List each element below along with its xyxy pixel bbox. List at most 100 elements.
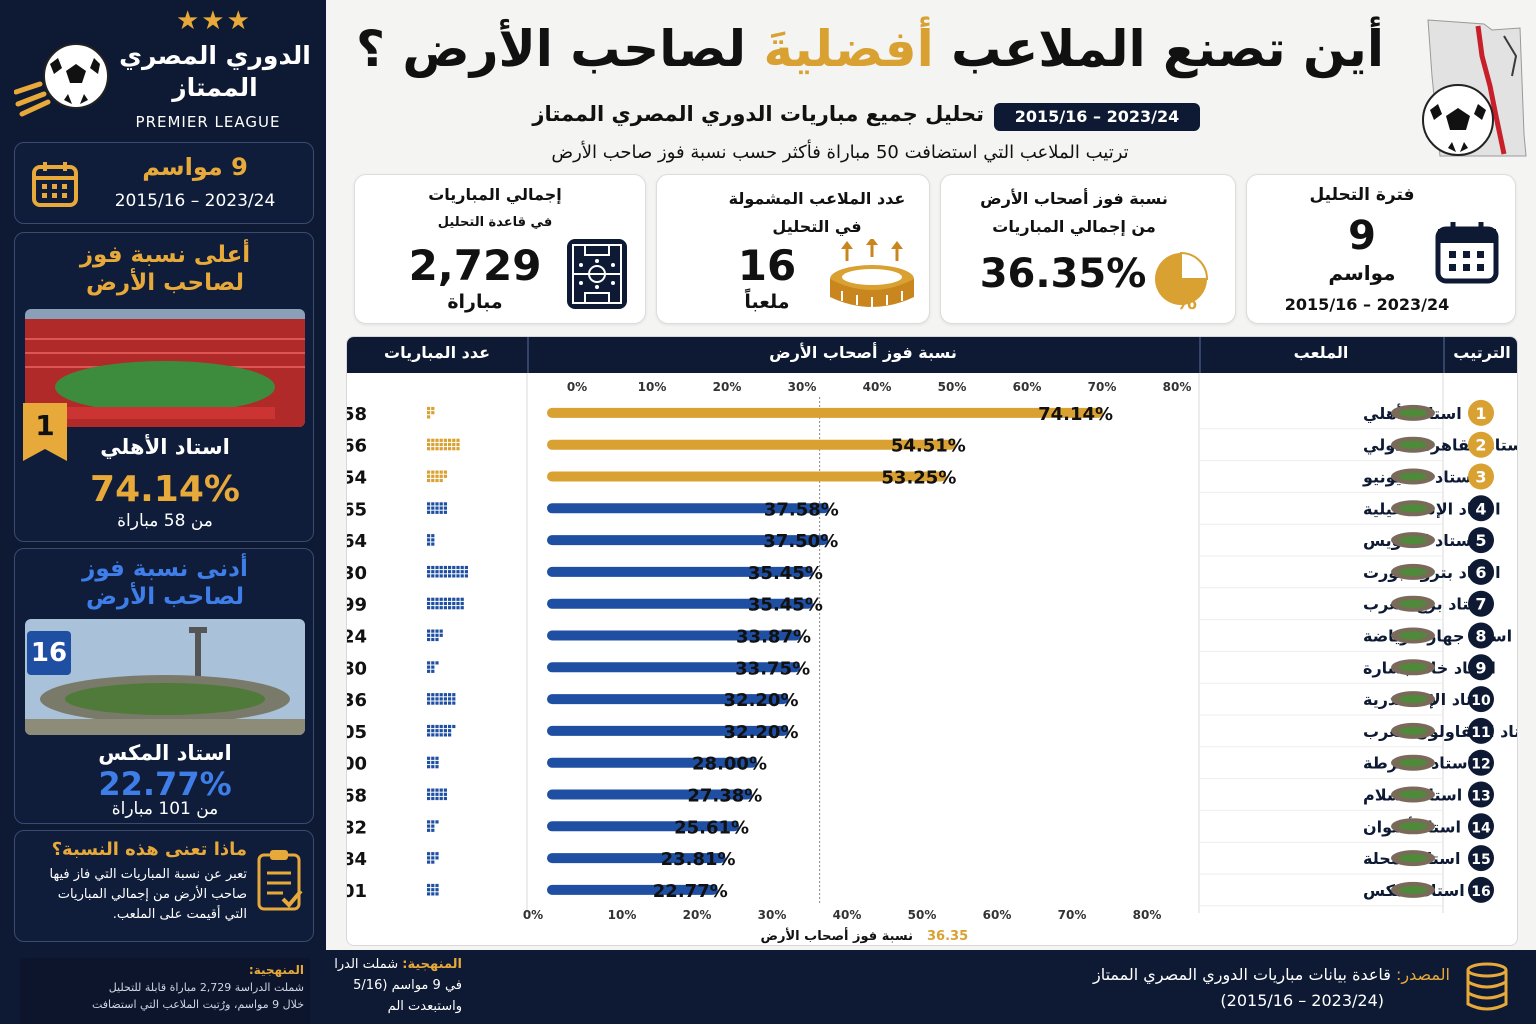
matches-dot	[431, 828, 435, 832]
matches-dot	[427, 892, 431, 896]
matches-dot	[427, 760, 431, 765]
best-pct: 74.14%	[90, 469, 240, 510]
matches-dot	[439, 510, 443, 514]
tick-label-top: 10%	[638, 380, 667, 394]
matches-dot	[464, 565, 468, 570]
league-title-en: PREMIER LEAGUE	[135, 113, 281, 131]
seasons-range: 2015/16 – 2023/24	[114, 191, 276, 211]
matches-dot	[452, 701, 456, 705]
matches-dot	[435, 606, 439, 610]
col-matches-header: عدد المباريات	[383, 343, 490, 362]
source-label: المصدر:	[1396, 965, 1450, 984]
matches-count: 330	[347, 563, 367, 584]
matches-dot	[431, 756, 435, 760]
worst-title-line1: أدنى نسبة فوز	[82, 556, 248, 582]
matches-dot	[435, 629, 439, 633]
matches-dot	[439, 724, 443, 729]
source-text: قاعدة بيانات مباريات الدوري المصري الممت…	[1092, 965, 1391, 984]
rank-badge	[1468, 876, 1494, 903]
stadium-mini-pitch	[1399, 695, 1427, 704]
stadium-mini-pitch	[1399, 790, 1427, 799]
matches-count: 236	[347, 690, 367, 711]
kpi-stadiums-value: 16	[737, 241, 797, 290]
matches-dot	[435, 570, 439, 574]
stadium-mini-pitch	[1399, 885, 1427, 894]
matches-dot	[427, 856, 431, 860]
method-label: المنهجية:	[402, 957, 462, 972]
matches-dot	[456, 442, 460, 447]
matches-dot	[443, 788, 447, 792]
matches-dot	[452, 565, 456, 570]
matches-count: 299	[347, 595, 367, 616]
seasons-card: 9 مواسم 2015/16 – 2023/24	[14, 142, 314, 224]
seasons-count: 9 مواسم	[142, 153, 248, 181]
matches-dot	[443, 506, 447, 510]
matches-dot	[435, 565, 439, 570]
rank-badge	[1468, 686, 1494, 713]
matches-dot	[431, 760, 435, 765]
matches-dot	[443, 729, 447, 733]
method2-label: المنهجية:	[248, 963, 304, 977]
matches-dot	[448, 733, 452, 737]
matches-dot	[431, 892, 435, 896]
matches-dot	[443, 510, 447, 514]
matches-dot	[427, 852, 431, 856]
stadium-mini-pitch	[1399, 440, 1427, 449]
matches-dot	[448, 565, 452, 570]
matches-dot	[431, 661, 435, 665]
matches-dot	[431, 538, 435, 542]
matches-dot	[452, 606, 456, 610]
matches-dot	[435, 474, 439, 478]
stadium-mini-pitch	[1399, 726, 1427, 735]
matches-dot	[439, 633, 443, 637]
league-title-ar: الدوري المصري الممتاز	[110, 40, 320, 104]
matches-dot	[460, 601, 464, 606]
matches-dot	[427, 411, 431, 415]
matches-dot	[431, 633, 435, 637]
stadium-icon	[827, 237, 917, 315]
matches-dot	[427, 438, 431, 442]
egypt-map-icon	[1420, 16, 1530, 162]
bar	[547, 821, 740, 832]
matches-dot	[431, 442, 435, 447]
worst-pct: 22.77%	[98, 765, 232, 803]
matches-dot	[431, 856, 435, 860]
matches-dot	[448, 447, 452, 451]
matches-dot	[456, 447, 460, 451]
bar	[547, 471, 947, 482]
matches-dot	[427, 470, 431, 474]
matches-dot	[435, 792, 439, 796]
matches-dot	[435, 729, 439, 733]
matches-dot	[435, 633, 439, 637]
matches-dot	[456, 565, 460, 570]
rank-number: 5	[1475, 531, 1486, 550]
matches-dot	[439, 506, 443, 510]
matches-dot	[431, 601, 435, 606]
matches-dot	[427, 534, 431, 538]
league-title-line2: الممتاز	[172, 73, 258, 102]
matches-dot	[427, 601, 431, 606]
matches-dot	[427, 406, 431, 411]
meaning-card: ماذا تعنى هذه النسبة؟ تعبر عن نسبة المبا…	[14, 830, 314, 942]
method-box: المنهجية: شملت الدرا في 9 مواسم (5/16 وا…	[322, 954, 462, 1022]
matches-dot	[431, 411, 435, 415]
matches-dot	[443, 570, 447, 574]
matches-dot	[439, 597, 443, 601]
matches-dot	[452, 697, 456, 701]
matches-dot	[431, 534, 435, 538]
matches-dot	[448, 601, 452, 606]
matches-dot	[431, 852, 435, 856]
stadium-mini-pitch	[1399, 631, 1427, 640]
tick-label-bottom: 70%	[1058, 908, 1087, 922]
matches-dot	[427, 633, 431, 637]
matches-dot	[427, 820, 431, 824]
matches-dot	[427, 478, 431, 483]
method-text-1: شملت الدرا	[334, 957, 399, 972]
subtitle: تحليل جميع مباريات الدوري المصري الممتاز	[532, 102, 984, 126]
matches-dot	[439, 502, 443, 506]
kpi-period: فترة التحليل 9 مواسم 2015/16 – 2023/24	[1246, 174, 1516, 324]
rank-badge	[1468, 590, 1494, 617]
matches-dot	[431, 729, 435, 733]
matches-dot	[435, 883, 439, 888]
matches-dot	[443, 693, 447, 697]
